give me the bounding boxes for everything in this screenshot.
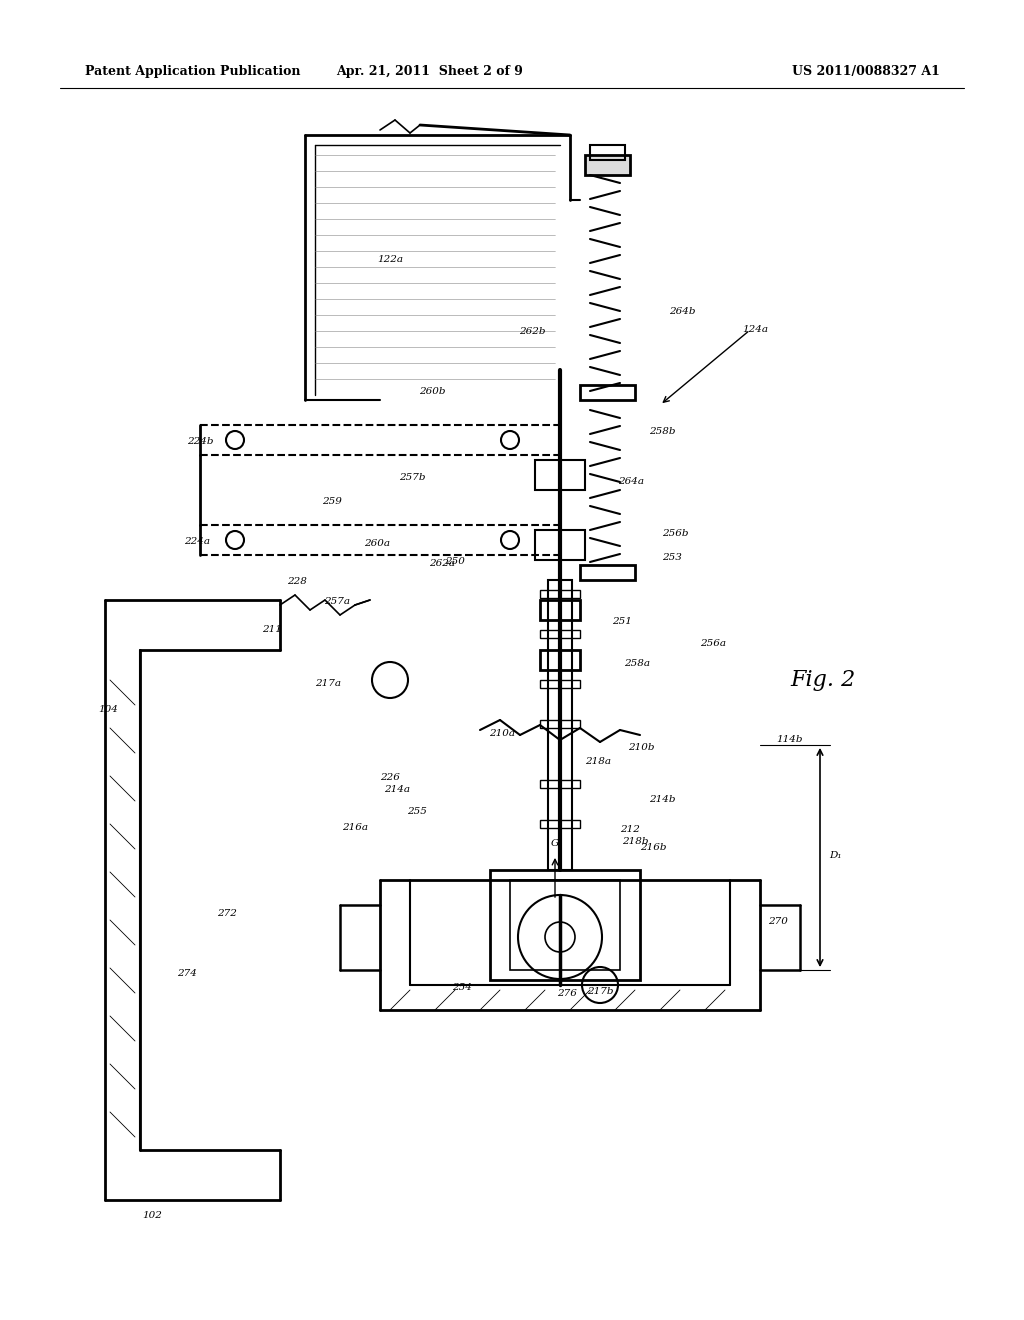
- Text: 272: 272: [217, 908, 237, 917]
- Bar: [540, 590, 580, 598]
- Text: 256b: 256b: [662, 528, 688, 537]
- Text: 218a: 218a: [585, 758, 611, 767]
- Text: 224b: 224b: [186, 437, 213, 446]
- Bar: [540, 820, 580, 828]
- Text: 274: 274: [177, 969, 197, 978]
- Text: 250: 250: [445, 557, 465, 566]
- Text: 258a: 258a: [624, 659, 650, 668]
- Text: 122a: 122a: [377, 256, 403, 264]
- Text: 216a: 216a: [342, 824, 368, 833]
- Text: D₁: D₁: [828, 850, 842, 859]
- Text: US 2011/0088327 A1: US 2011/0088327 A1: [793, 66, 940, 78]
- Text: 276: 276: [557, 989, 577, 998]
- Text: 262b: 262b: [519, 327, 545, 337]
- Text: 226: 226: [380, 774, 400, 783]
- Text: 256a: 256a: [700, 639, 726, 648]
- Text: 104: 104: [98, 705, 118, 714]
- Text: 211: 211: [262, 626, 282, 635]
- Text: 257a: 257a: [324, 598, 350, 606]
- Text: 212: 212: [621, 825, 640, 834]
- Text: 257b: 257b: [398, 474, 425, 483]
- Text: 264a: 264a: [618, 478, 644, 487]
- Text: Patent Application Publication: Patent Application Publication: [85, 66, 300, 78]
- Text: Apr. 21, 2011  Sheet 2 of 9: Apr. 21, 2011 Sheet 2 of 9: [337, 66, 523, 78]
- Text: 264b: 264b: [669, 308, 695, 317]
- Text: G: G: [551, 838, 559, 847]
- Text: 259: 259: [323, 498, 342, 507]
- Bar: [540, 649, 580, 671]
- Text: 102: 102: [142, 1210, 162, 1220]
- Bar: [580, 565, 635, 579]
- Text: 254: 254: [452, 983, 472, 993]
- Text: 255: 255: [408, 808, 427, 817]
- Text: 210a: 210a: [489, 729, 515, 738]
- Text: 210b: 210b: [628, 743, 654, 752]
- Text: 217a: 217a: [315, 678, 341, 688]
- Text: 218b: 218b: [622, 837, 648, 846]
- Bar: [548, 579, 572, 870]
- Bar: [580, 385, 635, 400]
- Bar: [540, 601, 580, 620]
- Bar: [540, 680, 580, 688]
- Bar: [540, 780, 580, 788]
- Bar: [535, 531, 585, 560]
- Text: 124a: 124a: [742, 326, 768, 334]
- Text: 214b: 214b: [649, 796, 675, 804]
- Text: 270: 270: [768, 917, 787, 927]
- Text: 253: 253: [663, 553, 682, 562]
- Text: 251: 251: [612, 618, 632, 627]
- Bar: [540, 630, 580, 638]
- Bar: [510, 880, 620, 970]
- Text: 258b: 258b: [649, 428, 675, 437]
- Text: 228: 228: [287, 578, 307, 586]
- Text: Fig. 2: Fig. 2: [790, 669, 855, 690]
- Bar: [585, 154, 630, 176]
- Bar: [535, 459, 585, 490]
- Text: 262a: 262a: [429, 558, 455, 568]
- Text: 260b: 260b: [419, 388, 445, 396]
- Bar: [540, 719, 580, 729]
- Bar: [590, 145, 625, 160]
- Bar: [490, 870, 640, 979]
- Text: 260a: 260a: [364, 539, 390, 548]
- Text: 224a: 224a: [184, 537, 210, 546]
- Text: 216b: 216b: [640, 843, 667, 853]
- Text: 114b: 114b: [777, 735, 803, 744]
- Text: 214a: 214a: [384, 785, 410, 795]
- Text: 217b: 217b: [587, 987, 613, 997]
